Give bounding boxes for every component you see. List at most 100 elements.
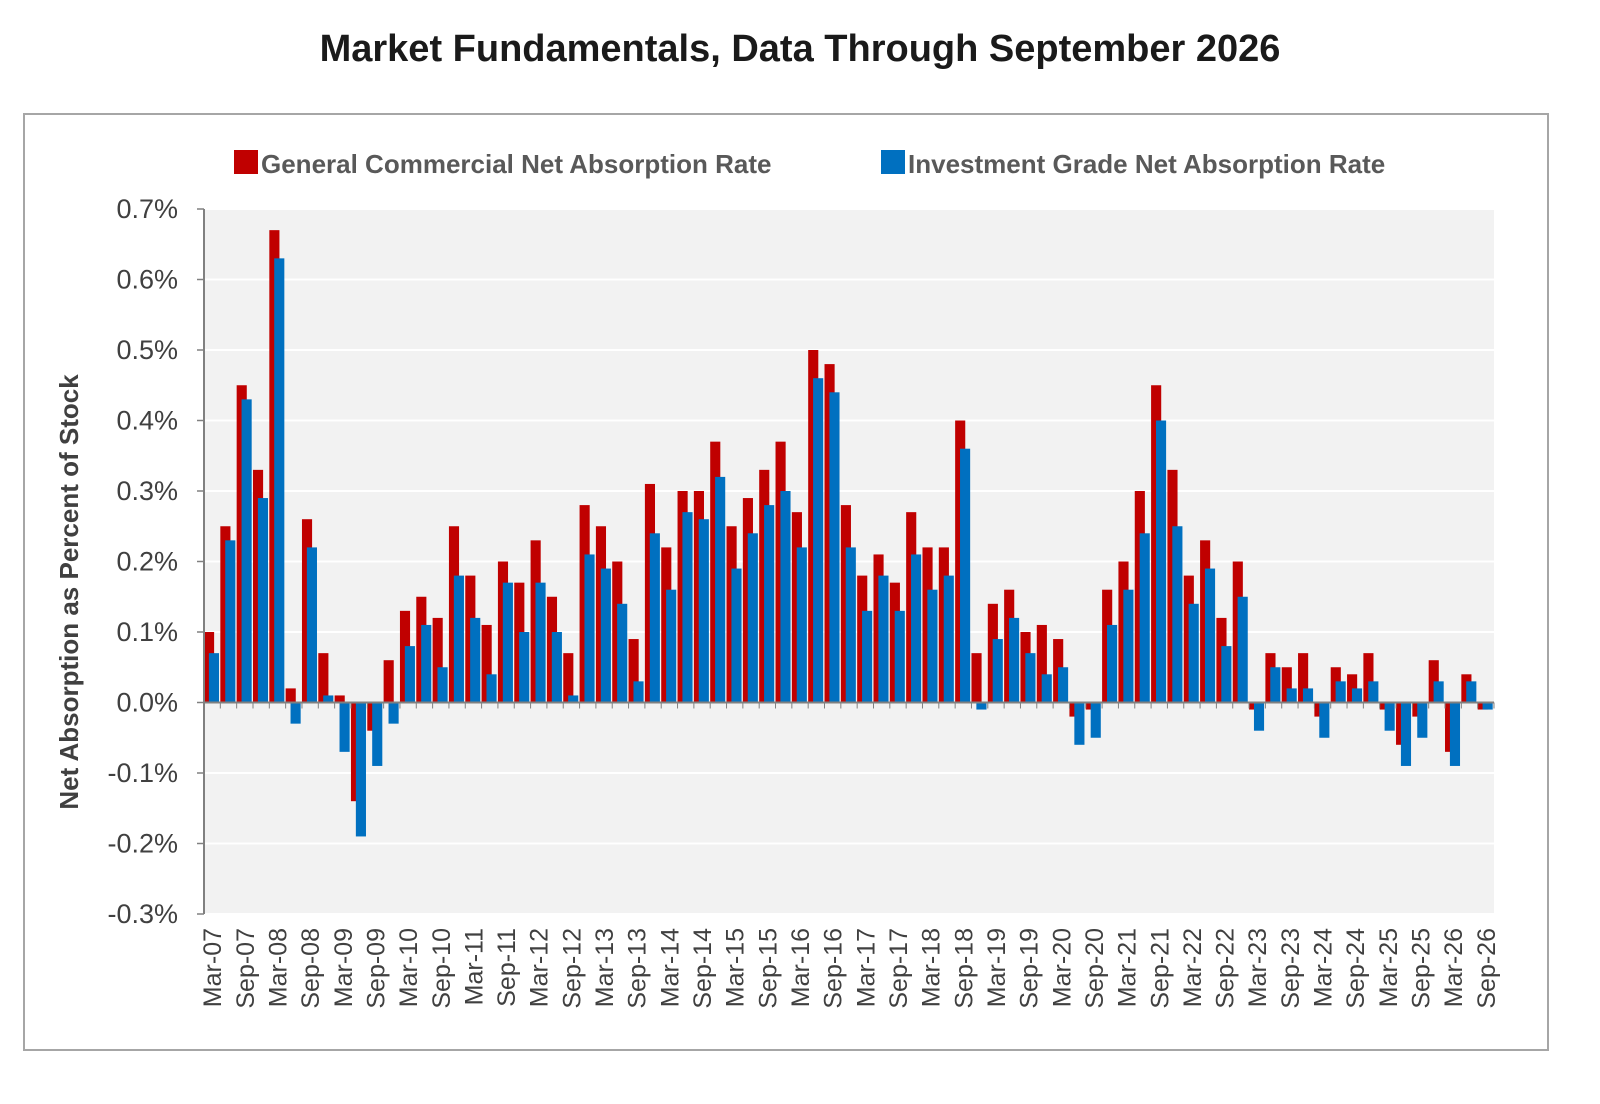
y-tick-label: -0.1%: [107, 758, 178, 788]
bar-general: [1298, 653, 1309, 703]
x-tick-label: Mar-21: [1114, 928, 1142, 1007]
x-tick-label: Mar-23: [1244, 928, 1272, 1007]
x-tick-label: Mar-18: [918, 928, 946, 1007]
y-tick-label: 0.6%: [116, 265, 178, 295]
bar-investment: [404, 646, 415, 703]
x-tick-label: Sep-20: [1081, 928, 1109, 1009]
x-tick-label: Mar-24: [1310, 928, 1338, 1007]
bar-investment: [747, 533, 758, 703]
bar-investment: [453, 575, 464, 703]
x-tick-label: Sep-17: [885, 928, 913, 1009]
x-tick-label: Sep-14: [689, 928, 717, 1009]
bar-investment: [339, 702, 350, 752]
bar-investment: [355, 702, 366, 837]
bar-investment: [241, 399, 252, 703]
legend-label-investment: Investment Grade Net Absorption Rate: [908, 149, 1385, 179]
bar-investment: [780, 491, 791, 703]
bar-investment: [1270, 667, 1281, 703]
bar-investment: [829, 392, 840, 703]
x-tick-label: Sep-12: [558, 928, 586, 1009]
y-tick-label: -0.3%: [107, 899, 178, 929]
x-tick-label: Sep-10: [428, 928, 456, 1009]
bar-investment: [208, 653, 220, 703]
bar-investment: [862, 610, 873, 703]
y-tick-label: 0.5%: [116, 335, 178, 365]
x-tick-label: Sep-18: [950, 928, 978, 1009]
legend: General Commercial Net Absorption Rate I…: [234, 149, 1385, 179]
bar-investment: [1139, 533, 1150, 703]
y-tick-label: 0.3%: [116, 476, 178, 506]
bar-investment: [1253, 702, 1265, 731]
bar-investment: [535, 582, 546, 703]
bar-investment: [764, 505, 775, 703]
bar-investment: [1449, 702, 1461, 766]
bar-investment: [584, 554, 595, 703]
x-tick-label: Sep-21: [1146, 928, 1174, 1009]
bar-investment: [470, 617, 481, 703]
x-tick-label: Mar-13: [591, 928, 619, 1007]
bar-investment: [731, 568, 742, 703]
bar-investment: [519, 632, 530, 703]
bar-investment: [813, 378, 824, 703]
bar-general: [563, 653, 574, 703]
bar-general: [1036, 624, 1047, 703]
bar-investment: [372, 702, 383, 766]
legend-swatch-investment: [881, 150, 905, 174]
x-tick-label: Mar-07: [199, 928, 227, 1007]
bar-investment: [225, 540, 236, 703]
bar-general: [628, 639, 639, 703]
bar-investment: [1335, 681, 1346, 703]
x-tick-label: Mar-12: [526, 928, 554, 1007]
bar-investment: [943, 575, 954, 703]
bar-investment: [1433, 681, 1444, 703]
x-tick-label: Sep-15: [754, 928, 782, 1009]
y-tick-label: 0.7%: [116, 194, 178, 224]
bar-investment: [1302, 688, 1314, 703]
x-tick-label: Mar-08: [265, 928, 293, 1007]
legend-swatch-general: [234, 150, 258, 174]
bar-investment: [878, 575, 889, 703]
bar-general: [334, 695, 345, 703]
bar-investment: [1155, 420, 1167, 703]
bar-investment: [1058, 667, 1069, 703]
legend-label-general: General Commercial Net Absorption Rate: [261, 149, 772, 179]
y-axis-label: Net Absorption as Percent of Stock: [54, 374, 84, 810]
x-tick-label: Mar-15: [722, 928, 750, 1007]
x-tick-label: Sep-11: [493, 928, 521, 1007]
x-tick-label: Mar-22: [1179, 928, 1207, 1007]
bar-investment: [502, 582, 513, 703]
bar-investment: [1041, 674, 1052, 703]
bar-investment: [1188, 603, 1199, 703]
bar-investment: [911, 554, 922, 703]
x-tick-label: Mar-26: [1440, 928, 1468, 1007]
x-tick-label: Sep-22: [1212, 928, 1240, 1009]
bar-investment: [290, 702, 301, 724]
bar-general: [1281, 667, 1292, 703]
bar-investment: [1237, 596, 1248, 703]
bar-investment: [437, 667, 448, 703]
x-tick-label: Sep-16: [820, 928, 848, 1009]
x-tick-label: Mar-09: [330, 928, 358, 1007]
y-tick-label: -0.2%: [107, 829, 178, 859]
bar-investment: [486, 674, 497, 703]
bar-investment: [845, 547, 856, 703]
bar-investment: [1417, 702, 1428, 738]
bar-investment: [1482, 702, 1493, 710]
x-tick-label: Sep-23: [1277, 928, 1305, 1009]
bar-investment: [992, 639, 1003, 703]
x-tick-label: Mar-14: [656, 928, 684, 1007]
bar-investment: [568, 695, 579, 703]
bar-general: [318, 653, 329, 703]
bar-general: [432, 617, 443, 703]
bar-investment: [1107, 624, 1118, 703]
bar-investment: [715, 476, 726, 703]
bar-investment: [927, 589, 938, 703]
x-tick-label: Sep-07: [232, 928, 260, 1009]
x-tick-label: Mar-20: [1048, 928, 1076, 1007]
bar-investment: [274, 258, 285, 703]
bar-investment: [796, 547, 807, 703]
bar-general: [383, 660, 394, 703]
y-tick-label: 0.2%: [116, 547, 178, 577]
bar-investment: [1466, 681, 1477, 703]
